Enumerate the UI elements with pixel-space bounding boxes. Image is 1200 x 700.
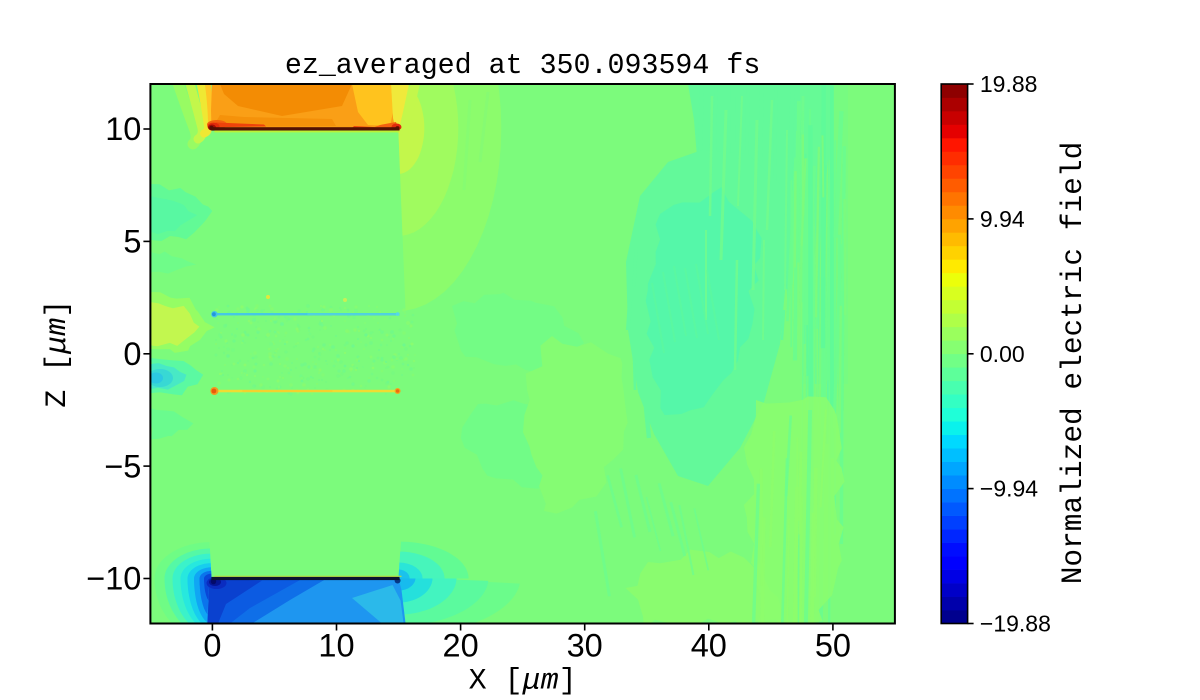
svg-text:Z [μm]: Z [μm] (41, 300, 75, 408)
svg-text:X [μm]: X [μm] (469, 665, 577, 699)
svg-text:−19.88: −19.88 (980, 611, 1051, 637)
svg-text:40: 40 (691, 628, 727, 664)
svg-text:Normalized electric field: Normalized electric field (1056, 142, 1090, 585)
svg-text:−5: −5 (104, 448, 141, 484)
svg-text:9.94: 9.94 (980, 206, 1025, 232)
svg-text:5: 5 (123, 224, 141, 260)
svg-text:10: 10 (318, 628, 354, 664)
svg-text:20: 20 (443, 628, 479, 664)
svg-text:−10: −10 (86, 561, 141, 597)
svg-text:0: 0 (203, 628, 221, 664)
svg-text:ez_averaged at 350.093594 fs: ez_averaged at 350.093594 fs (285, 50, 760, 82)
svg-text:10: 10 (105, 111, 141, 147)
svg-text:−9.94: −9.94 (980, 476, 1038, 502)
svg-text:19.88: 19.88 (980, 71, 1038, 97)
svg-text:30: 30 (567, 628, 603, 664)
svg-text:0: 0 (123, 336, 141, 372)
svg-text:50: 50 (815, 628, 851, 664)
svg-text:0.00: 0.00 (980, 341, 1025, 367)
